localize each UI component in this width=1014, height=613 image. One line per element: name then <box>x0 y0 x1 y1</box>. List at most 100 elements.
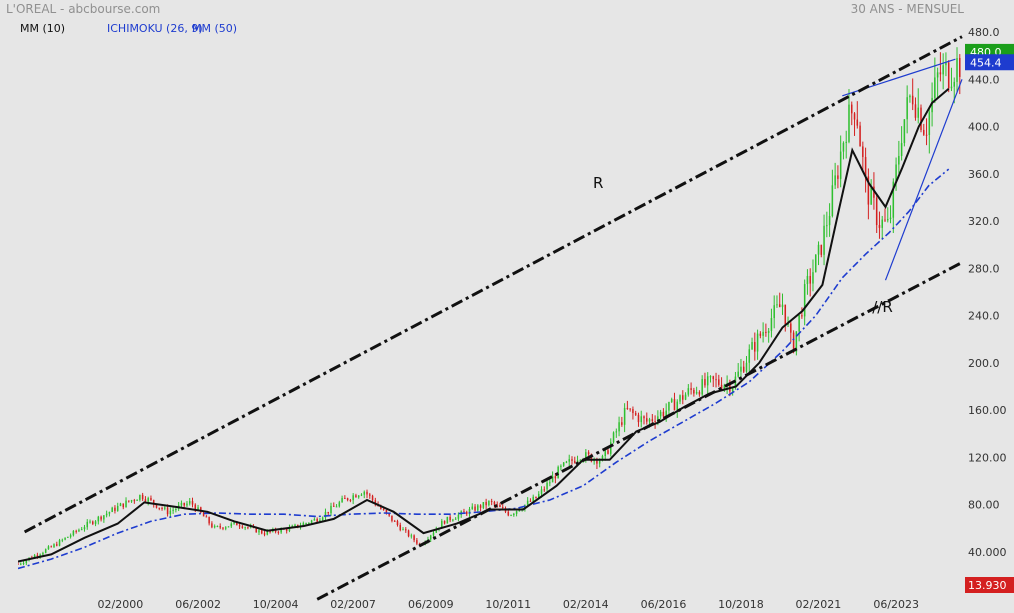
candle-body <box>47 546 50 550</box>
candle-body <box>333 505 335 507</box>
candle-body <box>537 493 540 499</box>
candle-body <box>465 511 468 515</box>
candle-body <box>518 510 521 512</box>
candle-body <box>571 459 573 461</box>
candle-body <box>413 535 415 541</box>
candle-body <box>238 525 241 527</box>
candle-body <box>565 461 568 463</box>
legend-ma50[interactable]: MM (50) <box>192 22 238 35</box>
candle-body <box>839 151 842 179</box>
candle-body <box>887 219 889 221</box>
candle-body <box>130 500 133 502</box>
candle-body <box>795 331 798 352</box>
x-tick-label: 10/2018 <box>718 598 764 611</box>
y-tick-label: 40.000 <box>968 546 1007 559</box>
candle-body <box>762 331 764 336</box>
candle-body <box>914 104 917 118</box>
candle-body <box>549 482 551 484</box>
candle-body <box>454 518 457 520</box>
candle-body <box>881 219 883 228</box>
candle-body <box>551 476 554 483</box>
candle-body <box>684 394 687 400</box>
candle-body <box>731 388 734 392</box>
candle-body <box>540 489 543 494</box>
candle-body <box>634 413 637 415</box>
candle-body <box>690 388 692 390</box>
candle-body <box>646 418 648 422</box>
candle-body <box>61 539 64 541</box>
candle-body <box>867 176 870 205</box>
candle-body <box>723 385 726 390</box>
legend-ma10[interactable]: MM (10) <box>20 22 66 35</box>
candle-body <box>58 540 61 546</box>
candle-body <box>959 58 961 77</box>
candle-body <box>103 515 105 520</box>
candle-body <box>119 503 122 507</box>
candle-body <box>219 525 221 528</box>
y-tick-label: 480.0 <box>968 26 1000 39</box>
candle-body <box>842 142 845 152</box>
candle-body <box>607 450 609 454</box>
candle-body <box>161 507 163 509</box>
candle-body <box>482 502 485 508</box>
candle-body <box>637 414 640 423</box>
candle-body <box>391 515 393 521</box>
candle-body <box>695 392 698 394</box>
candle-body <box>931 97 933 113</box>
candle-body <box>715 379 717 381</box>
candle-body <box>266 531 269 535</box>
candle-body <box>357 495 360 498</box>
candle-body <box>402 529 404 531</box>
candle-body <box>892 181 895 218</box>
y-tick-label: 200.0 <box>968 357 1000 370</box>
candle-body <box>765 331 767 333</box>
candle-body <box>615 431 618 433</box>
candle-body <box>814 254 817 273</box>
candle-body <box>928 112 931 135</box>
candle-body <box>490 501 493 503</box>
candle-body <box>399 524 402 531</box>
legend-ichimoku[interactable]: ICHIMOKU (26, 9) <box>107 22 203 35</box>
annotation-label-0: R <box>593 174 603 192</box>
candle-body <box>432 532 435 536</box>
last-price-tag: 454.4 <box>970 56 1002 69</box>
candle-body <box>632 409 634 414</box>
last-price-tag-bg <box>965 54 1014 71</box>
x-tick-label: 02/2021 <box>796 598 842 611</box>
candle-body <box>784 304 787 325</box>
candle-body <box>598 460 601 464</box>
candle-body <box>751 342 753 350</box>
candle-body <box>105 513 108 516</box>
candle-body <box>579 460 582 462</box>
x-tick-label: 06/2016 <box>641 598 687 611</box>
candle-body <box>18 563 19 565</box>
candle-body <box>116 506 119 511</box>
resistance-line <box>23 35 963 534</box>
candle-body <box>659 411 662 417</box>
candle-body <box>382 508 385 511</box>
candle-body <box>720 384 723 390</box>
candle-body <box>324 511 327 518</box>
candle-body <box>651 419 654 422</box>
candle-body <box>488 501 490 506</box>
candle-body <box>496 504 498 506</box>
candle-body <box>169 510 172 515</box>
candle-body <box>205 516 208 518</box>
candle-body <box>837 175 839 179</box>
y-tick-label: 240.0 <box>968 310 1000 323</box>
candle-body <box>934 77 936 98</box>
candle-body <box>864 157 867 177</box>
candle-body <box>33 555 36 559</box>
candle-body <box>310 520 313 523</box>
candle-body <box>180 502 183 506</box>
candle-body <box>640 416 643 423</box>
candle-body <box>136 499 138 501</box>
candle-body <box>493 501 496 505</box>
candle-body <box>294 524 296 526</box>
candle-body <box>349 500 352 502</box>
candle-body <box>828 215 831 226</box>
candle-body <box>875 197 878 226</box>
candle-body <box>416 540 418 544</box>
candle-body <box>621 422 623 425</box>
